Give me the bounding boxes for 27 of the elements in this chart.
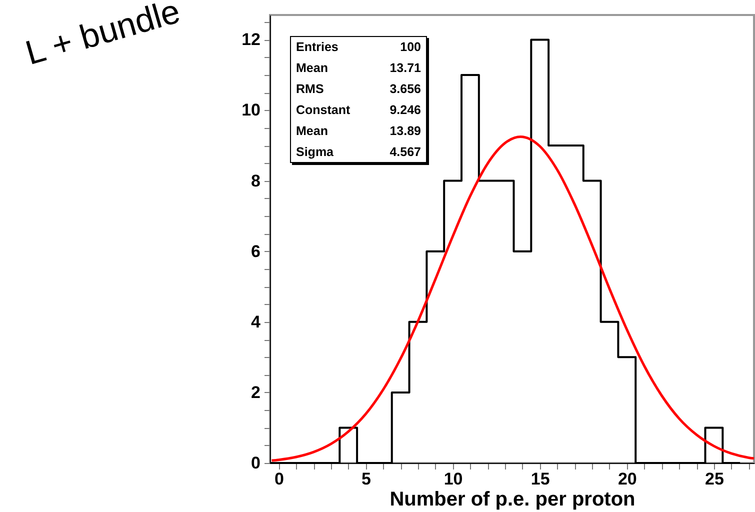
text: L + bundle: [21, 0, 184, 73]
x-tick-label: 25: [704, 470, 724, 488]
x-tick-label: 20: [618, 470, 637, 488]
annotation: 13.89: [388, 124, 421, 138]
x-tick-label: 5: [362, 470, 371, 488]
annotation: Mean: [296, 124, 329, 138]
x-tick-label: 10: [444, 470, 463, 488]
annotation: Entries: [296, 40, 340, 54]
x-tick-label: 0: [274, 470, 284, 488]
annotation: RMS: [296, 82, 325, 96]
y-tick-label: 0: [251, 454, 260, 472]
x-tick-label: 15: [530, 470, 550, 488]
annotation: 3.656: [388, 82, 421, 96]
y-tick-label: 6: [251, 242, 260, 261]
y-tick-label: 12: [242, 30, 260, 50]
annotation: Sigma: [296, 145, 335, 159]
annotation: 100: [399, 40, 421, 54]
annotation: Constant: [296, 103, 352, 117]
y-tick-label: 10: [242, 100, 260, 120]
y-tick-label: 4: [251, 312, 262, 332]
y-tick-label: 2: [251, 382, 260, 402]
annotation: 13.71: [388, 61, 421, 75]
y-tick-label: 8: [251, 171, 260, 190]
annotation: Mean: [296, 61, 329, 75]
annotation: 9.246: [388, 103, 421, 117]
annotation: 4.567: [388, 145, 421, 159]
x-axis-title: Number of p.e. per proton: [390, 488, 636, 510]
